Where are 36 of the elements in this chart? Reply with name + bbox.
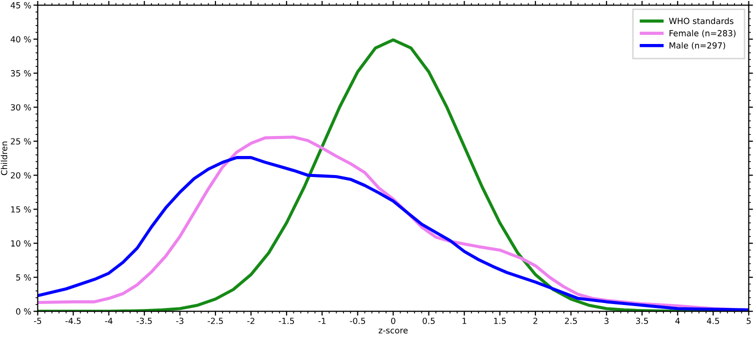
x-tick-label: 2.5 bbox=[564, 318, 577, 324]
legend-label: Male (n=297) bbox=[670, 42, 726, 50]
x-tick-label: 3.5 bbox=[636, 318, 648, 324]
x-tick-label: -5 bbox=[34, 318, 42, 324]
x-tick-label: -2 bbox=[247, 318, 254, 324]
x-tick-label: 3 bbox=[604, 318, 608, 324]
y-tick-label: 30 % bbox=[10, 104, 31, 110]
x-tick-label: 4.5 bbox=[706, 318, 720, 324]
x-tick-label: 4 bbox=[675, 318, 680, 324]
y-tick-label: 5 % bbox=[16, 274, 31, 281]
legend-label: WHO standards bbox=[669, 18, 734, 24]
x-tick-label: 0 bbox=[391, 318, 396, 324]
y-tick-label: 35 % bbox=[10, 70, 31, 76]
x-tick-label: -2.5 bbox=[208, 318, 223, 324]
y-tick-label: 45 % bbox=[10, 2, 31, 8]
x-tick-label: 2 bbox=[533, 318, 538, 324]
x-tick-label: -0.5 bbox=[350, 318, 366, 324]
y-tick-label: 10 % bbox=[11, 240, 31, 247]
y-tick-label: 40 % bbox=[10, 36, 31, 42]
x-tick-label: -1.5 bbox=[278, 318, 294, 324]
x-tick-label: -4 bbox=[105, 318, 112, 324]
x-tick-label: 0.5 bbox=[422, 318, 435, 324]
x-tick-label: -4.5 bbox=[66, 318, 81, 324]
y-tick-label: 15 % bbox=[11, 206, 31, 213]
x-axis-title: z-score bbox=[378, 328, 408, 334]
legend-label: Female (n=283) bbox=[670, 30, 736, 38]
x-tick-label: 5 bbox=[746, 318, 751, 324]
y-axis-title: Children bbox=[0, 142, 8, 176]
y-tick-label: 25 % bbox=[10, 138, 31, 145]
x-tick-label: -3.5 bbox=[136, 318, 152, 324]
x-tick-label: -3 bbox=[176, 318, 184, 324]
y-tick-label: 20 % bbox=[10, 172, 31, 179]
x-tick-label: 1.5 bbox=[494, 318, 506, 324]
x-tick-label: -1 bbox=[318, 318, 326, 324]
y-tick-label: 0 % bbox=[16, 308, 31, 315]
x-tick-label: 1 bbox=[462, 318, 466, 324]
